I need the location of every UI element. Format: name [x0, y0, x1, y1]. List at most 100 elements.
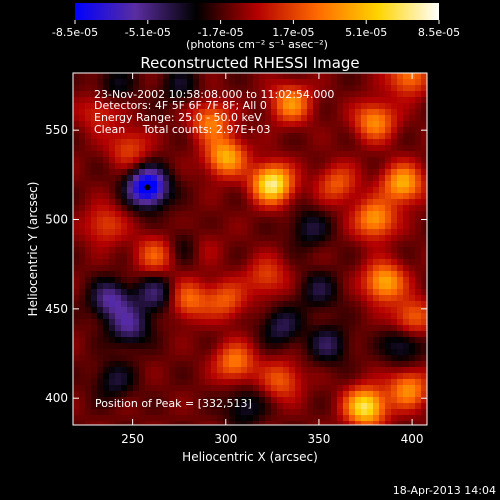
heatmap-cell	[385, 187, 391, 193]
heatmap-cell	[367, 193, 373, 199]
heatmap-cell	[385, 193, 391, 199]
heatmap-cell	[229, 247, 235, 253]
heatmap-cell	[139, 325, 145, 331]
heatmap-cell	[145, 91, 151, 97]
heatmap-cell	[343, 337, 349, 343]
heatmap-cell	[127, 295, 133, 301]
heatmap-cell	[313, 253, 319, 259]
heatmap-cell	[235, 277, 241, 283]
heatmap-cell	[139, 229, 145, 235]
heatmap-cell	[217, 91, 223, 97]
heatmap-cell	[169, 247, 175, 253]
heatmap-cell	[373, 277, 379, 283]
heatmap-cell	[103, 301, 109, 307]
heatmap-cell	[385, 307, 391, 313]
heatmap-cell	[361, 367, 367, 373]
heatmap-cell	[151, 331, 157, 337]
heatmap-cell	[193, 361, 199, 367]
heatmap-cell	[175, 73, 181, 79]
heatmap-cell	[151, 133, 157, 139]
heatmap-cell	[151, 313, 157, 319]
heatmap-cell	[121, 205, 127, 211]
heatmap-cell	[199, 157, 205, 163]
heatmap-cell	[133, 265, 139, 271]
heatmap-cell	[295, 301, 301, 307]
heatmap-cell	[199, 355, 205, 361]
heatmap-cell	[397, 373, 403, 379]
heatmap-cell	[409, 211, 415, 217]
heatmap-cell	[259, 115, 265, 121]
heatmap-cell	[331, 301, 337, 307]
heatmap-cell	[391, 91, 397, 97]
heatmap-cell	[181, 181, 187, 187]
heatmap-cell	[259, 241, 265, 247]
heatmap-cell	[355, 337, 361, 343]
heatmap-cell	[97, 415, 103, 421]
heatmap-cell	[421, 115, 427, 121]
heatmap-cell	[259, 259, 265, 265]
heatmap-cell	[295, 361, 301, 367]
heatmap-cell	[277, 373, 283, 379]
heatmap-cell	[211, 199, 217, 205]
heatmap-cell	[343, 199, 349, 205]
heatmap-cell	[211, 241, 217, 247]
heatmap-cell	[169, 157, 175, 163]
heatmap-cell	[307, 373, 313, 379]
heatmap-cell	[193, 127, 199, 133]
heatmap-cell	[79, 337, 85, 343]
heatmap-cell	[403, 361, 409, 367]
heatmap-cell	[379, 301, 385, 307]
heatmap-cell	[391, 361, 397, 367]
heatmap-cell	[319, 319, 325, 325]
heatmap-cell	[289, 91, 295, 97]
heatmap-cell	[205, 379, 211, 385]
heatmap-cell	[259, 325, 265, 331]
heatmap-cell	[211, 73, 217, 79]
heatmap-cell	[313, 367, 319, 373]
heatmap-cell	[421, 211, 427, 217]
heatmap-cell	[79, 163, 85, 169]
annotation-detectors: Detectors: 4F 5F 6F 7F 8F; All 0	[94, 99, 267, 112]
heatmap-cell	[133, 253, 139, 259]
heatmap-cell	[319, 103, 325, 109]
heatmap-cell	[247, 271, 253, 277]
heatmap-cell	[331, 409, 337, 415]
heatmap-cell	[187, 379, 193, 385]
heatmap-cell	[181, 127, 187, 133]
heatmap-cell	[355, 265, 361, 271]
heatmap-cell	[241, 337, 247, 343]
heatmap-cell	[307, 211, 313, 217]
heatmap-cell	[91, 301, 97, 307]
heatmap-cell	[109, 343, 115, 349]
heatmap-cell	[235, 91, 241, 97]
heatmap-cell	[97, 157, 103, 163]
heatmap-cell	[373, 175, 379, 181]
heatmap-cell	[139, 133, 145, 139]
heatmap-cell	[343, 391, 349, 397]
heatmap-cell	[85, 73, 91, 79]
heatmap-cell	[187, 211, 193, 217]
heatmap-cell	[175, 265, 181, 271]
heatmap-cell	[283, 193, 289, 199]
heatmap-cell	[205, 169, 211, 175]
heatmap-cell	[361, 361, 367, 367]
heatmap-cell	[157, 229, 163, 235]
heatmap-cell	[175, 163, 181, 169]
heatmap-cell	[259, 133, 265, 139]
heatmap-cell	[349, 367, 355, 373]
heatmap-cell	[217, 415, 223, 421]
heatmap-cell	[307, 187, 313, 193]
heatmap-cell	[301, 211, 307, 217]
heatmap-cell	[253, 373, 259, 379]
heatmap-cell	[163, 301, 169, 307]
heatmap-cell	[361, 337, 367, 343]
heatmap-cell	[337, 253, 343, 259]
heatmap-cell	[379, 259, 385, 265]
heatmap-cell	[355, 169, 361, 175]
heatmap-cell	[259, 229, 265, 235]
heatmap-cell	[313, 133, 319, 139]
heatmap-cell	[355, 163, 361, 169]
heatmap-cell	[403, 403, 409, 409]
heatmap-cell	[325, 409, 331, 415]
heatmap-cell	[385, 397, 391, 403]
